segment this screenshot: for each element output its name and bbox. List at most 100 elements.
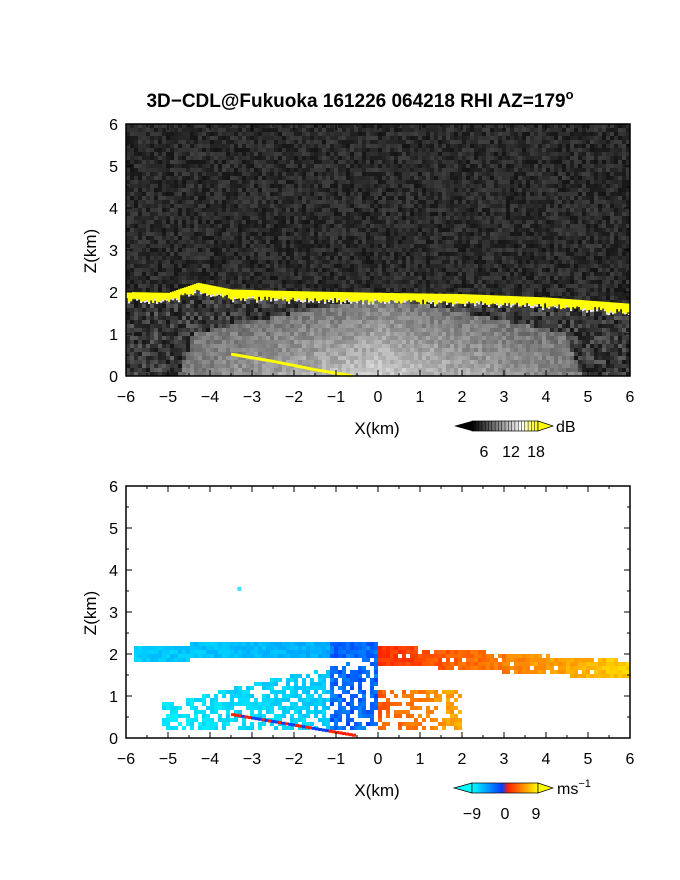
noise-cell	[330, 276, 334, 280]
noise-cell	[266, 136, 270, 140]
noise-cell	[270, 140, 274, 144]
noise-cell	[602, 172, 606, 176]
noise-cell	[542, 224, 546, 228]
noise-cell	[458, 276, 462, 280]
noise-cell	[550, 152, 554, 156]
noise-cell	[334, 256, 338, 260]
noise-cell	[382, 232, 386, 236]
noise-cell	[442, 136, 446, 140]
noise-cell	[574, 196, 578, 200]
noise-cell	[374, 248, 378, 252]
noise-cell	[338, 176, 342, 180]
noise-cell	[322, 208, 326, 212]
noise-cell	[502, 276, 506, 280]
noise-cell	[602, 188, 606, 192]
noise-cell	[418, 196, 422, 200]
noise-cell	[218, 200, 222, 204]
noise-cell	[166, 156, 170, 160]
noise-cell	[126, 184, 130, 188]
noise-cell	[450, 224, 454, 228]
noise-cell	[402, 148, 406, 152]
noise-cell	[422, 244, 426, 248]
noise-cell	[538, 160, 542, 164]
noise-cell	[194, 280, 198, 284]
noise-cell	[610, 228, 614, 232]
noise-cell	[310, 192, 314, 196]
noise-cell	[622, 272, 626, 276]
noise-cell	[126, 148, 130, 152]
noise-cell	[586, 192, 590, 196]
noise-cell	[542, 200, 546, 204]
noise-cell	[470, 256, 474, 260]
noise-cell	[214, 260, 218, 264]
noise-cell	[414, 144, 418, 148]
noise-cell	[442, 124, 446, 128]
noise-cell	[334, 216, 338, 220]
noise-cell	[498, 156, 502, 160]
noise-cell	[262, 272, 266, 276]
noise-cell	[178, 248, 182, 252]
noise-cell	[362, 124, 366, 128]
noise-cell	[602, 164, 606, 168]
noise-cell	[342, 212, 346, 216]
noise-cell	[138, 124, 142, 128]
noise-cell	[478, 148, 482, 152]
noise-cell	[198, 196, 202, 200]
noise-cell	[362, 240, 366, 244]
noise-cell	[150, 268, 154, 272]
noise-cell	[486, 160, 490, 164]
noise-cell	[602, 196, 606, 200]
noise-cell	[170, 256, 174, 260]
noise-cell	[138, 188, 142, 192]
noise-cell	[406, 192, 410, 196]
noise-cell	[154, 160, 158, 164]
noise-cell	[374, 212, 378, 216]
noise-cell	[190, 224, 194, 228]
noise-cell	[142, 136, 146, 140]
noise-cell	[586, 240, 590, 244]
noise-cell	[502, 196, 506, 200]
noise-cell	[362, 208, 366, 212]
noise-cell	[186, 164, 190, 168]
noise-cell	[206, 216, 210, 220]
noise-cell	[434, 196, 438, 200]
noise-cell	[250, 180, 254, 184]
noise-cell	[310, 184, 314, 188]
noise-cell	[366, 152, 370, 156]
noise-cell	[270, 184, 274, 188]
noise-cell	[534, 244, 538, 248]
noise-cell	[318, 168, 322, 172]
noise-cell	[514, 204, 518, 208]
noise-cell	[366, 244, 370, 248]
noise-cell	[530, 244, 534, 248]
noise-cell	[210, 272, 214, 276]
noise-cell	[326, 236, 330, 240]
noise-cell	[214, 264, 218, 268]
noise-cell	[562, 208, 566, 212]
noise-cell	[198, 260, 202, 264]
noise-cell	[506, 196, 510, 200]
noise-cell	[482, 224, 486, 228]
noise-cell	[542, 216, 546, 220]
noise-cell	[362, 136, 366, 140]
noise-cell	[390, 280, 394, 284]
noise-cell	[410, 156, 414, 160]
noise-cell	[230, 192, 234, 196]
noise-cell	[534, 188, 538, 192]
noise-cell	[462, 144, 466, 148]
noise-cell	[610, 144, 614, 148]
noise-cell	[518, 252, 522, 256]
noise-cell	[618, 128, 622, 132]
noise-cell	[154, 140, 158, 144]
noise-cell	[254, 256, 258, 260]
noise-cell	[538, 140, 542, 144]
noise-cell	[402, 172, 406, 176]
noise-cell	[306, 268, 310, 272]
noise-cell	[370, 232, 374, 236]
noise-cell	[466, 148, 470, 152]
noise-cell	[302, 180, 306, 184]
noise-cell	[274, 192, 278, 196]
noise-cell	[606, 160, 610, 164]
noise-cell	[210, 184, 214, 188]
noise-cell	[606, 128, 610, 132]
